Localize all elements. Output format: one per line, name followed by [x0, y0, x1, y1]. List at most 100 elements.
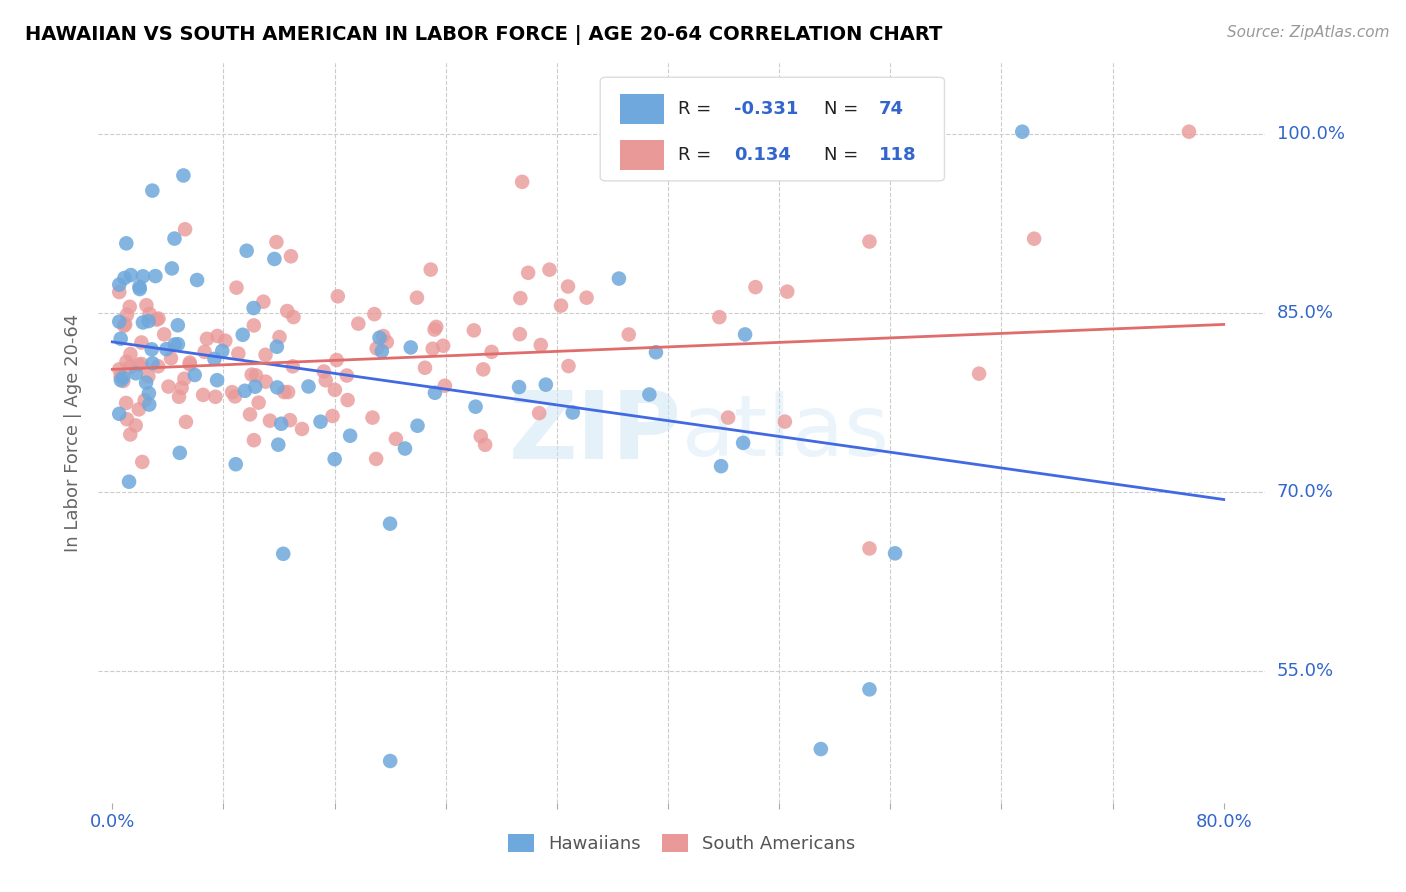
Text: HAWAIIAN VS SOUTH AMERICAN IN LABOR FORCE | AGE 20-64 CORRELATION CHART: HAWAIIAN VS SOUTH AMERICAN IN LABOR FORC…: [25, 25, 942, 45]
Point: [527, 406, 550, 420]
Point: [263, 252, 285, 266]
Point: [734, 327, 756, 342]
Point: [135, 298, 157, 312]
Point: [617, 327, 640, 342]
Text: N =: N =: [824, 146, 865, 164]
Point: [186, 273, 208, 287]
Point: [120, 427, 142, 442]
Point: [366, 342, 388, 356]
Point: [243, 433, 266, 447]
Point: [245, 380, 267, 394]
Point: [205, 373, 228, 387]
Point: [406, 291, 429, 305]
Point: [112, 374, 135, 388]
Point: [214, 334, 236, 348]
Point: [118, 475, 141, 489]
FancyBboxPatch shape: [620, 95, 665, 124]
Point: [141, 343, 163, 357]
Text: 85.0%: 85.0%: [1277, 304, 1333, 322]
Point: [155, 342, 177, 356]
Point: [167, 337, 190, 351]
Point: [399, 340, 422, 354]
Point: [179, 355, 201, 369]
Point: [464, 400, 486, 414]
Point: [557, 279, 579, 293]
Point: [336, 392, 359, 407]
Point: [432, 339, 454, 353]
Point: [115, 412, 138, 426]
Point: [375, 335, 398, 350]
Text: 70.0%: 70.0%: [1277, 483, 1333, 501]
FancyBboxPatch shape: [600, 78, 945, 181]
Point: [413, 360, 436, 375]
Point: [717, 410, 740, 425]
Point: [163, 337, 186, 351]
Point: [125, 366, 148, 380]
Point: [108, 315, 131, 329]
Point: [153, 327, 176, 342]
Point: [281, 359, 304, 374]
Point: [157, 379, 180, 393]
Point: [114, 317, 136, 331]
Point: [472, 362, 495, 376]
Point: [315, 373, 337, 387]
Point: [173, 372, 195, 386]
Point: [425, 319, 447, 334]
Point: [394, 442, 416, 456]
Point: [1011, 125, 1033, 139]
Point: [118, 300, 141, 314]
Point: [509, 327, 531, 342]
Point: [138, 307, 160, 321]
Point: [810, 742, 832, 756]
Point: [211, 343, 233, 358]
Text: 0.134: 0.134: [734, 146, 792, 164]
Point: [207, 329, 229, 343]
Point: [132, 316, 155, 330]
Point: [273, 385, 295, 400]
Point: [235, 244, 257, 258]
Point: [225, 280, 247, 294]
Point: [1022, 232, 1045, 246]
Text: 55.0%: 55.0%: [1277, 663, 1334, 681]
Point: [115, 308, 138, 322]
Y-axis label: In Labor Force | Age 20-64: In Labor Force | Age 20-64: [65, 313, 83, 552]
Point: [510, 175, 533, 189]
Point: [884, 546, 907, 560]
Legend: Hawaiians, South Americans: Hawaiians, South Americans: [501, 827, 863, 861]
Point: [120, 268, 142, 282]
Point: [373, 329, 395, 343]
Point: [645, 345, 668, 359]
Point: [125, 418, 148, 433]
Point: [297, 379, 319, 393]
Point: [128, 402, 150, 417]
Point: [148, 311, 170, 326]
Point: [339, 428, 361, 442]
Point: [710, 459, 733, 474]
Point: [312, 365, 335, 379]
Point: [776, 285, 799, 299]
Point: [252, 294, 274, 309]
Point: [530, 338, 553, 352]
Point: [138, 314, 160, 328]
Point: [183, 368, 205, 382]
Point: [108, 285, 131, 299]
Point: [254, 375, 277, 389]
Point: [114, 271, 136, 285]
Point: [132, 269, 155, 284]
Point: [141, 356, 163, 370]
Point: [517, 266, 540, 280]
Point: [419, 262, 441, 277]
Point: [309, 415, 332, 429]
Point: [534, 377, 557, 392]
Point: [204, 390, 226, 404]
Point: [280, 249, 302, 263]
Point: [204, 351, 226, 366]
Point: [270, 417, 292, 431]
Point: [138, 386, 160, 401]
Point: [325, 353, 347, 368]
Point: [267, 438, 290, 452]
Point: [607, 271, 630, 285]
Point: [160, 351, 183, 366]
Point: [474, 438, 496, 452]
Point: [112, 370, 135, 384]
